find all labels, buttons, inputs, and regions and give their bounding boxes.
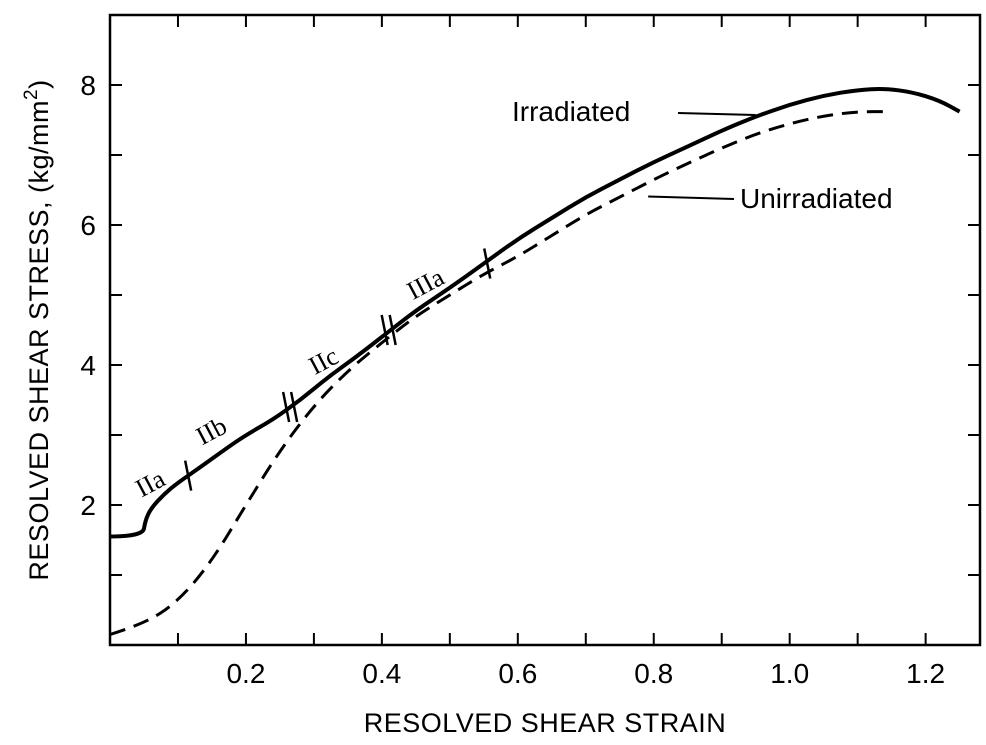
stage-boundary-mark bbox=[483, 248, 492, 279]
x-tick-label: 0.8 bbox=[634, 658, 673, 689]
y-axis-title: RESOLVED SHEAR STRESS, (kg/mm2) bbox=[21, 79, 54, 580]
y-tick-label: 2 bbox=[80, 490, 96, 521]
series-layer bbox=[109, 87, 961, 636]
annotation-layer: Irradiated Unirradiated bbox=[512, 96, 893, 214]
stage-boundary-mark bbox=[289, 391, 299, 423]
y-tick-label: 4 bbox=[80, 350, 96, 381]
series-line-unirradiated bbox=[109, 110, 892, 636]
x-tick-label: 0.2 bbox=[226, 658, 265, 689]
y-axis-title-superscript: 2 bbox=[21, 89, 42, 100]
series-line-irradiated bbox=[109, 87, 961, 539]
stage-label: IIb bbox=[191, 411, 231, 451]
y-axis-title-close: ) bbox=[24, 79, 54, 89]
x-axis-title: RESOLVED SHEAR STRAIN bbox=[364, 708, 727, 738]
stage-boundary-mark bbox=[183, 460, 193, 491]
annotation-unirradiated: Unirradiated bbox=[740, 183, 893, 214]
stage-boundary-mark bbox=[380, 314, 389, 346]
y-tick-label: 8 bbox=[80, 70, 96, 101]
x-tick-label: 1.2 bbox=[906, 658, 945, 689]
annotation-irradiated-leader bbox=[677, 112, 756, 116]
annotation-irradiated: Irradiated bbox=[512, 96, 630, 127]
x-tick-label: 0.6 bbox=[498, 658, 537, 689]
y-tick-labels: 2 4 6 8 bbox=[80, 70, 96, 521]
x-tick-label: 1.0 bbox=[770, 658, 809, 689]
plot-frame bbox=[108, 13, 982, 647]
x-tick-labels: 0.2 0.4 0.6 0.8 1.0 1.2 bbox=[226, 658, 945, 689]
stage-boundary-mark bbox=[281, 391, 291, 423]
y-axis-title-main: RESOLVED SHEAR STRESS, (kg/mm bbox=[24, 100, 54, 581]
stage-boundary-mark bbox=[388, 314, 397, 346]
annotation-unirradiated-leader bbox=[648, 195, 735, 200]
tick-marks bbox=[110, 15, 980, 645]
y-tick-label: 6 bbox=[80, 210, 96, 241]
stage-label: IIc bbox=[304, 341, 343, 380]
x-tick-label: 0.4 bbox=[362, 658, 401, 689]
